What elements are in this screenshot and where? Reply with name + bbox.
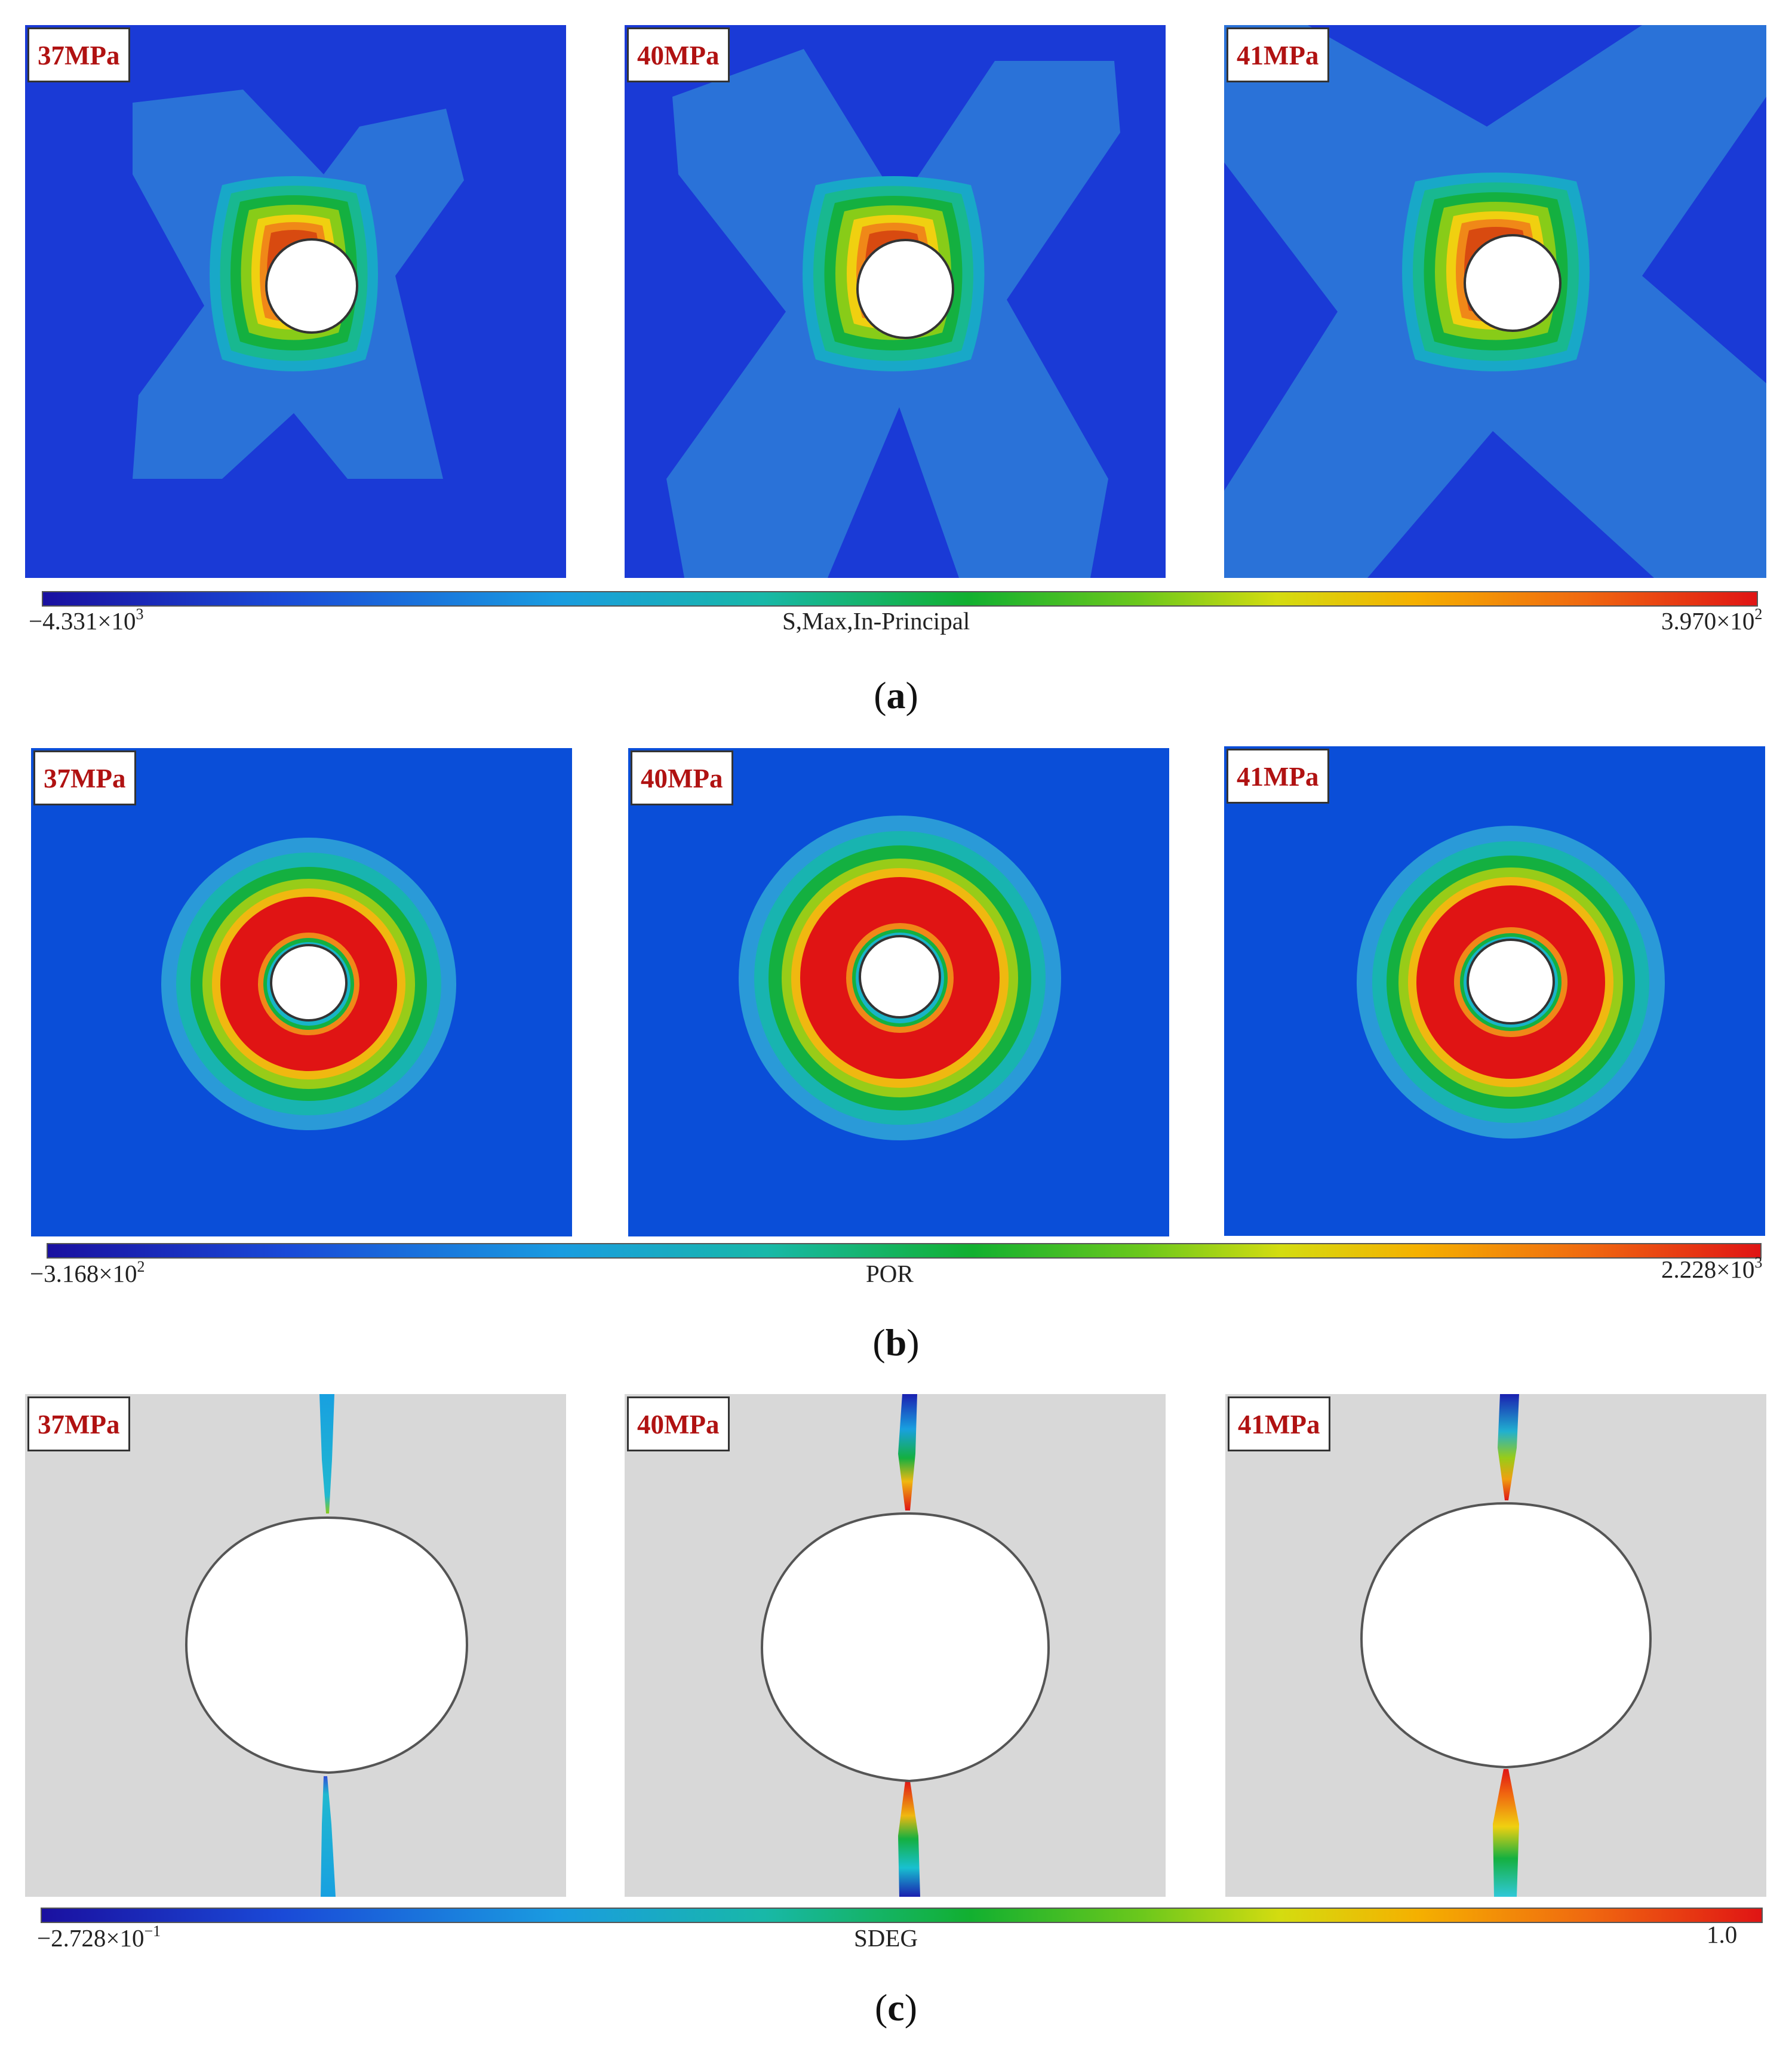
colorbar-b-min: −3.168×102 bbox=[30, 1258, 145, 1287]
colorbar-a bbox=[42, 591, 1758, 607]
colorbar-c bbox=[41, 1908, 1763, 1923]
panel-b-37mpa: 37MPa bbox=[31, 748, 572, 1236]
colorbar-a-title: S,Max,In-Principal bbox=[782, 607, 970, 635]
damage-contour-c-37mpa bbox=[25, 1394, 566, 1897]
pore-pressure-contour-b-40mpa bbox=[628, 748, 1169, 1236]
pressure-label: 41MPa bbox=[1227, 749, 1330, 804]
panel-a-40mpa: 40MPa bbox=[625, 25, 1166, 578]
pressure-label: 40MPa bbox=[627, 27, 730, 82]
colorbar-a-min: −4.331×103 bbox=[29, 605, 144, 635]
panel-c-40mpa: 40MPa bbox=[625, 1394, 1166, 1897]
pressure-label: 41MPa bbox=[1227, 27, 1330, 82]
pressure-label: 37MPa bbox=[33, 750, 137, 805]
panel-b-41mpa: 41MPa bbox=[1224, 746, 1765, 1236]
colorbar-b-max: 2.228×103 bbox=[1661, 1254, 1763, 1283]
pressure-label: 37MPa bbox=[27, 1396, 131, 1451]
panel-c-37mpa: 37MPa bbox=[25, 1394, 566, 1897]
caption-a: (a) bbox=[874, 674, 918, 716]
colorbar-b bbox=[47, 1243, 1762, 1259]
pressure-label: 37MPa bbox=[27, 27, 131, 82]
colorbar-c-min: −2.728×10−1 bbox=[37, 1922, 161, 1952]
pressure-label: 40MPa bbox=[627, 1396, 730, 1451]
colorbar-a-max: 3.970×102 bbox=[1661, 605, 1763, 635]
stress-contour-a-40mpa bbox=[625, 25, 1166, 578]
panel-b-40mpa: 40MPa bbox=[628, 748, 1169, 1236]
stress-contour-a-37mpa bbox=[25, 25, 566, 578]
panel-a-37mpa: 37MPa bbox=[25, 25, 566, 578]
caption-c: (c) bbox=[874, 1986, 918, 2029]
colorbar-b-title: POR bbox=[866, 1260, 914, 1287]
damage-contour-c-41mpa bbox=[1225, 1394, 1766, 1897]
pressure-label: 40MPa bbox=[631, 750, 734, 805]
caption-b: (b) bbox=[872, 1321, 920, 1364]
colorbar-c-max: 1.0 bbox=[1707, 1921, 1738, 1948]
colorbar-c-title: SDEG bbox=[854, 1924, 918, 1952]
pore-pressure-contour-b-41mpa bbox=[1224, 746, 1765, 1236]
pressure-label: 41MPa bbox=[1228, 1396, 1331, 1451]
stress-contour-a-41mpa bbox=[1224, 25, 1766, 578]
panel-a-41mpa: 41MPa bbox=[1224, 25, 1766, 578]
panel-c-41mpa: 41MPa bbox=[1225, 1394, 1766, 1897]
damage-contour-c-40mpa bbox=[625, 1394, 1166, 1897]
pore-pressure-contour-b-37mpa bbox=[31, 748, 572, 1236]
